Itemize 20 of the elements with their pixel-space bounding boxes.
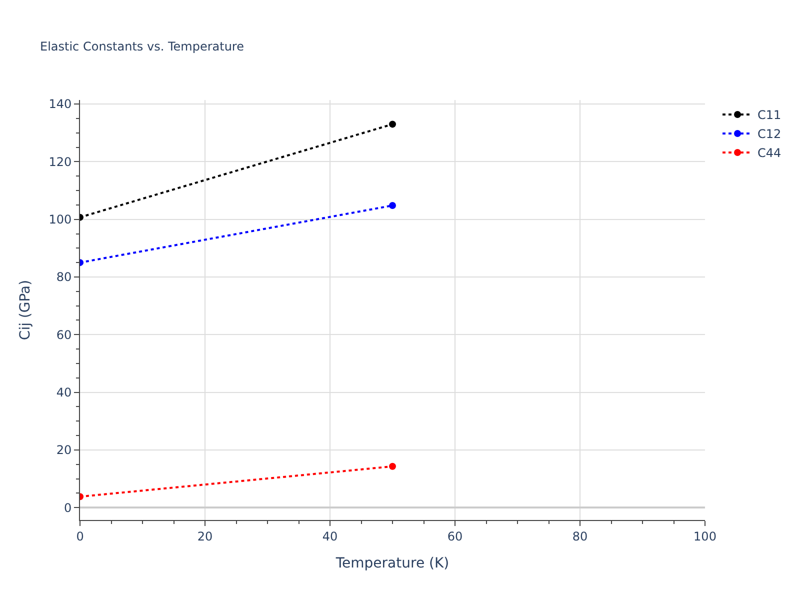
y-tick-label: 40 (56, 386, 72, 400)
y-tick-label: 80 (56, 270, 72, 284)
legend-label: C12 (758, 127, 782, 142)
y-tick-label: 60 (56, 328, 72, 342)
x-tick-label: 0 (76, 529, 84, 544)
y-tick-label: 140 (48, 97, 72, 112)
x-axis-title: Temperature (K) (334, 556, 450, 572)
legend-label: C44 (758, 146, 782, 160)
legend-label: C11 (758, 108, 782, 122)
x-tick-label: 20 (197, 529, 213, 544)
x-tick-label: 100 (694, 529, 716, 544)
y-tick-label: 100 (48, 212, 72, 227)
x-tick-label: 60 (447, 529, 463, 544)
chart-title: Elastic Constants vs. Temperature (40, 39, 244, 54)
x-tick-label: 80 (572, 529, 588, 544)
x-tick-label: 40 (322, 529, 338, 544)
y-tick-label: 120 (48, 154, 72, 169)
y-tick-label: 20 (56, 443, 72, 458)
y-tick-label: 0 (64, 500, 72, 515)
y-axis-title: Cij (GPa) (17, 280, 34, 340)
